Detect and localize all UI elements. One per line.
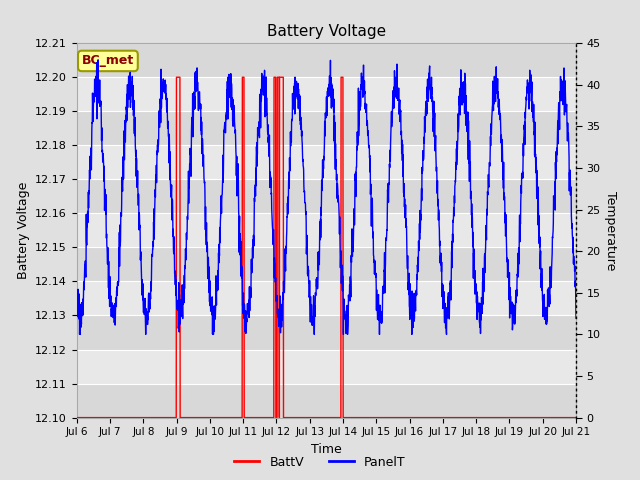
Bar xyxy=(77,384,576,418)
X-axis label: Time: Time xyxy=(311,443,342,456)
Bar xyxy=(77,214,576,247)
Bar xyxy=(77,77,576,111)
Bar xyxy=(77,180,576,214)
Bar xyxy=(77,111,576,145)
Bar xyxy=(77,43,576,77)
Bar xyxy=(77,145,576,180)
Y-axis label: Temperature: Temperature xyxy=(604,191,617,270)
Bar xyxy=(77,247,576,281)
Bar xyxy=(77,281,576,315)
Legend: BattV, PanelT: BattV, PanelT xyxy=(229,451,411,474)
Bar xyxy=(77,349,576,384)
Text: BC_met: BC_met xyxy=(82,54,134,67)
Y-axis label: Battery Voltage: Battery Voltage xyxy=(17,182,29,279)
Bar xyxy=(77,315,576,349)
Title: Battery Voltage: Battery Voltage xyxy=(267,24,386,39)
